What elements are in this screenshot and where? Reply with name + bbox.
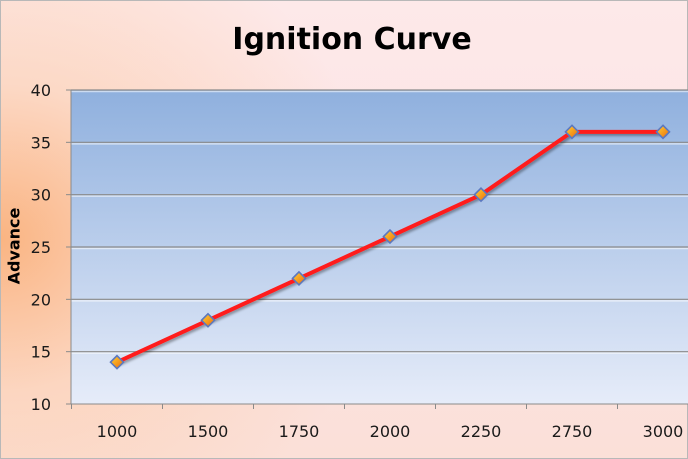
y-tick-label: 25: [31, 238, 51, 257]
data-point-marker: [109, 354, 125, 370]
x-tick-label: 3000: [643, 422, 684, 441]
data-point-marker: [564, 124, 580, 140]
x-tick-label: 2750: [552, 422, 593, 441]
data-point-marker: [200, 312, 216, 328]
y-tick-label: 10: [31, 395, 51, 414]
x-tick-label: 1500: [188, 422, 229, 441]
y-tick-label: 40: [31, 81, 51, 100]
data-point-marker: [382, 228, 398, 245]
data-point-marker: [291, 270, 307, 287]
data-point-marker: [473, 187, 489, 203]
x-tick-label: 2000: [370, 422, 411, 441]
chart-title: Ignition Curve: [232, 22, 472, 57]
y-tick-label: 35: [31, 133, 51, 152]
x-tick-label: 2250: [461, 422, 502, 441]
y-tick-label: 30: [31, 186, 51, 205]
y-tick-label: 20: [31, 290, 51, 309]
x-tick-label: 1750: [279, 422, 320, 441]
x-tick-label: 1000: [97, 422, 138, 441]
y-tick-label: 15: [31, 343, 51, 362]
data-point-marker: [655, 124, 671, 140]
